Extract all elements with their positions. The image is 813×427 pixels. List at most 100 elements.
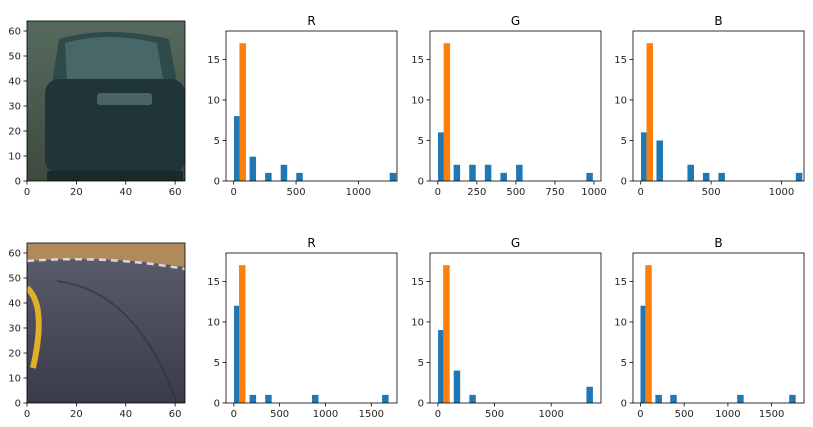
- y-tick-label: 30: [8, 102, 21, 113]
- y-tick-label: 0: [15, 177, 21, 188]
- bar-series1-2: [655, 394, 662, 403]
- y-tick-label: 5: [214, 358, 220, 369]
- subplot-7: G 0 500 1000 0 5 10 15: [411, 236, 602, 420]
- y-tick-label: 10: [8, 374, 21, 385]
- bar-series1-6: [516, 164, 523, 181]
- y-tick-label: 10: [614, 317, 627, 328]
- bar-series2-1: [238, 265, 246, 403]
- y-tick-label: 20: [8, 349, 21, 360]
- bar-series1-4: [311, 394, 319, 403]
- x-tick-label: 0: [637, 409, 643, 420]
- x-tick-label: 1500: [359, 409, 384, 420]
- axes-frame: [429, 30, 602, 182]
- bar-series1-5: [500, 172, 507, 181]
- x-tick-label: 0: [231, 187, 237, 198]
- bar-series1-1: [437, 132, 445, 181]
- bar-series1-1: [641, 132, 648, 181]
- x-tick-label: 40: [119, 409, 132, 420]
- x-tick-label: 500: [270, 409, 289, 420]
- bar-series1-3: [687, 164, 694, 181]
- bar-series2-1: [443, 43, 451, 181]
- y-tick-label: 15: [207, 277, 220, 288]
- bar-series1-5: [718, 172, 725, 181]
- y-tick-label: 10: [207, 317, 220, 328]
- subplot-title: R: [307, 236, 315, 250]
- axes-frame: [26, 242, 186, 404]
- y-tick-label: 10: [614, 95, 627, 106]
- bar-series1-4: [484, 164, 492, 181]
- bar-series1-3: [469, 394, 476, 403]
- y-tick-label: 10: [411, 95, 424, 106]
- y-tick-label: 15: [207, 55, 220, 66]
- x-tick-label: 0: [24, 409, 30, 420]
- bar-series1-5: [296, 172, 303, 181]
- y-tick-label: 10: [207, 95, 220, 106]
- x-tick-label: 500: [702, 187, 721, 198]
- y-tick-label: 5: [621, 358, 627, 369]
- subplot-title: B: [714, 14, 722, 28]
- y-tick-label: 0: [214, 177, 220, 188]
- x-tick-label: 20: [70, 187, 83, 198]
- x-tick-label: 250: [467, 187, 486, 198]
- bar-series2-1: [645, 265, 652, 403]
- y-tick-label: 0: [214, 399, 220, 410]
- y-tick-label: 60: [8, 27, 21, 38]
- x-tick-label: 1000: [581, 187, 606, 198]
- bar-series2-1: [443, 265, 450, 403]
- bar-series1-1: [438, 330, 445, 403]
- x-tick-label: 1000: [346, 187, 371, 198]
- x-tick-label: 750: [545, 187, 564, 198]
- x-tick-label: 60: [169, 409, 182, 420]
- x-tick-label: 0: [435, 187, 441, 198]
- x-tick-label: 500: [286, 187, 305, 198]
- subplot-4: B 0 500 1000 0 5 10 15: [614, 14, 805, 198]
- x-tick-label: 1000: [769, 187, 794, 198]
- bar-series1-1: [233, 116, 241, 181]
- bar-series1-3: [469, 164, 476, 181]
- bar-series1-2: [453, 370, 461, 403]
- y-tick-label: 15: [614, 277, 627, 288]
- bar-series1-6: [389, 172, 397, 181]
- bar-series1-4: [702, 172, 710, 181]
- axes-frame: [225, 252, 398, 404]
- x-tick-label: 500: [485, 409, 504, 420]
- y-tick-label: 0: [418, 177, 424, 188]
- y-tick-label: 15: [614, 55, 627, 66]
- bar-series1-2: [249, 156, 257, 181]
- subplot-3: G 0 250 500 750 1000 0 5 10 15: [411, 14, 606, 198]
- bar-series1-5: [382, 394, 389, 403]
- x-tick-label: 0: [638, 187, 644, 198]
- y-tick-label: 30: [8, 324, 21, 335]
- subplot-6: R 0 500 1000 1500 0 5 10 15: [207, 236, 398, 420]
- y-tick-label: 0: [621, 177, 627, 188]
- x-tick-label: 60: [169, 187, 182, 198]
- subplot-1: 0 20 40 60 0 10 20 30 40 50 60: [8, 20, 186, 198]
- y-tick-label: 0: [418, 399, 424, 410]
- axes-frame: [632, 252, 805, 404]
- bar-series1-4: [586, 386, 593, 403]
- y-tick-label: 50: [8, 52, 21, 63]
- bar-series1-3: [670, 394, 677, 403]
- y-tick-label: 5: [418, 136, 424, 147]
- y-tick-label: 0: [15, 399, 21, 410]
- y-tick-label: 10: [411, 317, 424, 328]
- bar-series2-1: [239, 43, 246, 181]
- subplot-title: R: [307, 14, 315, 28]
- x-tick-label: 0: [435, 409, 441, 420]
- axes-frame: [26, 20, 186, 182]
- y-tick-label: 40: [8, 299, 21, 310]
- bar-series1-2: [453, 164, 461, 181]
- subplot-5: 0 20 40 60 0 10 20 30 40 50 60: [8, 242, 186, 420]
- subplot-title: G: [511, 14, 520, 28]
- bar-series1-3: [265, 172, 272, 181]
- bar-series1-1: [234, 305, 241, 403]
- x-tick-label: 1000: [313, 409, 338, 420]
- x-tick-label: 20: [70, 409, 83, 420]
- axes-frame: [632, 30, 805, 182]
- bar-series1-3: [265, 394, 272, 403]
- y-tick-label: 15: [411, 277, 424, 288]
- y-tick-label: 5: [621, 136, 627, 147]
- y-tick-label: 10: [8, 152, 21, 163]
- car-rear-thumbnail: [27, 21, 185, 181]
